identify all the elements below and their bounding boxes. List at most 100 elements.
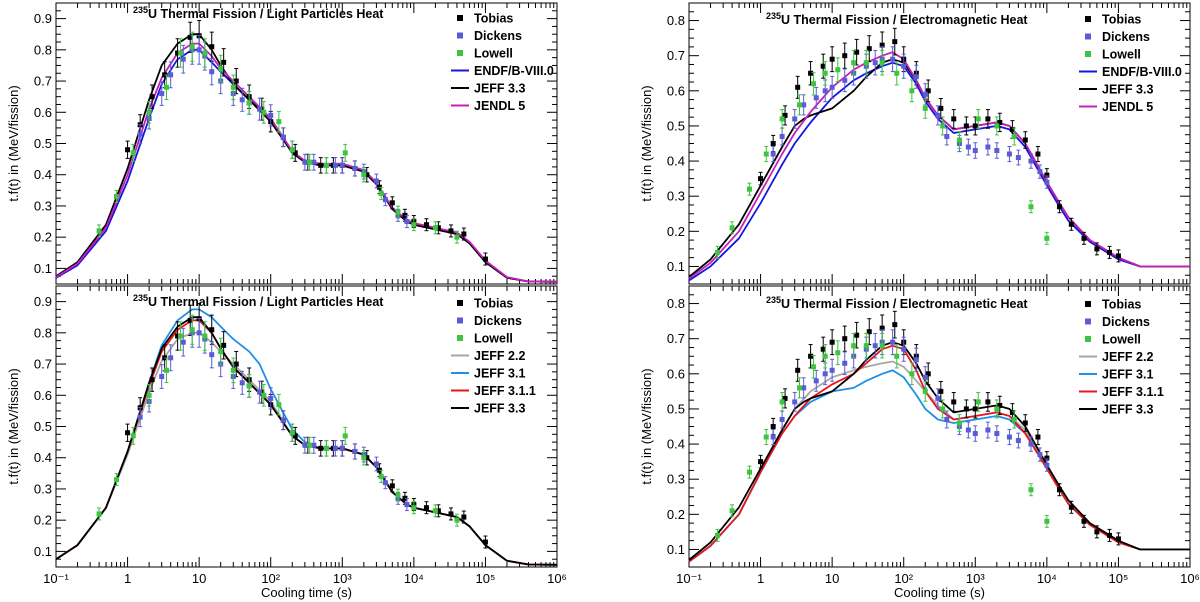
data-point-lowell	[779, 116, 785, 122]
data-point-lowell	[395, 492, 401, 498]
legend-marker-tobias	[1085, 16, 1091, 22]
data-point-tobias	[221, 59, 227, 65]
data-point-lowell	[851, 343, 857, 349]
data-point-lowell	[940, 123, 946, 129]
data-point-dickens	[822, 371, 828, 377]
data-point-dickens	[382, 480, 388, 486]
y-tick-label: 0.5	[34, 136, 52, 151]
data-point-tobias	[461, 514, 467, 520]
data-point-lowell	[729, 225, 735, 231]
data-point-lowell	[746, 469, 752, 475]
data-point-tobias	[985, 399, 991, 405]
y-tick-label: 0.9	[34, 294, 52, 309]
data-point-tobias	[402, 495, 408, 501]
data-point-dickens	[209, 69, 215, 75]
data-point-tobias	[892, 322, 898, 328]
data-point-dickens	[901, 63, 907, 69]
data-point-lowell	[276, 119, 282, 125]
data-point-tobias	[795, 84, 801, 90]
data-point-tobias	[854, 332, 860, 338]
data-point-tobias	[820, 63, 826, 69]
data-point-tobias	[963, 406, 969, 412]
data-point-dickens	[965, 427, 971, 433]
y-axis-label: t.f(t) in (MeV/fission)	[6, 368, 21, 484]
x-axis-label: Cooling time (s)	[261, 585, 352, 600]
data-point-dickens	[913, 357, 919, 363]
data-point-tobias	[1044, 455, 1050, 461]
data-point-dickens	[352, 448, 358, 454]
data-point-tobias	[892, 39, 898, 45]
data-point-lowell	[956, 137, 962, 143]
data-point-tobias	[1081, 235, 1087, 241]
data-point-lowell	[261, 392, 267, 398]
data-point-dickens	[994, 431, 1000, 437]
data-point-dickens	[302, 159, 308, 165]
data-point-lowell	[909, 371, 915, 377]
data-point-dickens	[1028, 441, 1034, 447]
data-point-tobias	[435, 508, 441, 514]
x-tick-label: 1	[757, 571, 764, 586]
data-point-tobias	[808, 70, 814, 76]
data-point-dickens	[913, 74, 919, 80]
legend-marker-tobias	[1085, 301, 1091, 307]
data-point-lowell	[189, 327, 195, 333]
legend-label: ENDF/B-VIII.0	[474, 64, 554, 78]
data-point-dickens	[404, 502, 410, 508]
data-point-tobias	[221, 342, 227, 348]
data-point-dickens	[1006, 151, 1012, 157]
data-point-dickens	[1006, 434, 1012, 440]
data-point-lowell	[763, 151, 769, 157]
data-point-dickens	[792, 399, 798, 405]
data-point-tobias	[951, 399, 957, 405]
data-point-dickens	[985, 427, 991, 433]
data-point-tobias	[292, 150, 298, 156]
data-point-lowell	[1044, 235, 1050, 241]
data-point-dickens	[935, 112, 941, 118]
data-point-lowell	[1011, 133, 1017, 139]
data-point-dickens	[872, 343, 878, 349]
data-point-tobias	[1115, 253, 1121, 259]
data-point-tobias	[175, 50, 181, 56]
chart-title: U Thermal Fission / Electromagnetic Heat	[781, 297, 1028, 311]
data-point-dickens	[801, 102, 807, 108]
data-point-dickens	[944, 133, 950, 139]
data-point-dickens	[159, 91, 165, 97]
data-point-tobias	[1056, 204, 1062, 210]
data-point-lowell	[113, 477, 119, 483]
title-superscript: 235	[766, 295, 781, 305]
y-tick-label: 0.5	[34, 419, 52, 434]
data-point-lowell	[178, 50, 184, 56]
data-point-dickens	[168, 72, 174, 78]
data-point-tobias	[1009, 126, 1015, 132]
legend-label: Lowell	[474, 47, 513, 61]
legend-label: Dickens	[1102, 30, 1150, 44]
data-point-dickens	[257, 106, 263, 112]
data-point-tobias	[482, 539, 488, 545]
data-point-dickens	[332, 445, 338, 451]
data-point-lowell	[879, 343, 885, 349]
y-tick-label: 0.1	[667, 259, 685, 274]
x-axis-label: Cooling time (s)	[894, 585, 985, 600]
data-point-dickens	[779, 416, 785, 422]
data-point-lowell	[975, 399, 981, 405]
x-tick-label: 10³	[333, 571, 352, 586]
legend-marker-dickens	[457, 317, 463, 324]
data-point-tobias	[997, 119, 1003, 125]
data-point-tobias	[842, 53, 848, 59]
data-point-dickens	[813, 378, 819, 384]
data-point-dickens	[1037, 169, 1043, 175]
data-point-tobias	[448, 228, 454, 234]
data-point-tobias	[448, 511, 454, 517]
plot-frame	[688, 2, 1191, 285]
data-point-lowell	[822, 70, 828, 76]
y-tick-label: 0.6	[34, 105, 52, 120]
data-point-lowell	[146, 109, 152, 115]
legend-label: Tobias	[1102, 13, 1141, 27]
y-axis-label: t.f(t) in (MeV/fission)	[6, 85, 21, 201]
legend-label: JEFF 3.1.1	[1102, 385, 1164, 399]
data-point-dickens	[842, 360, 848, 366]
chart-title: U Thermal Fission / Electromagnetic Heat	[781, 13, 1028, 27]
data-point-dickens	[1037, 452, 1043, 458]
data-point-tobias	[209, 327, 215, 333]
data-point-lowell	[130, 433, 136, 439]
